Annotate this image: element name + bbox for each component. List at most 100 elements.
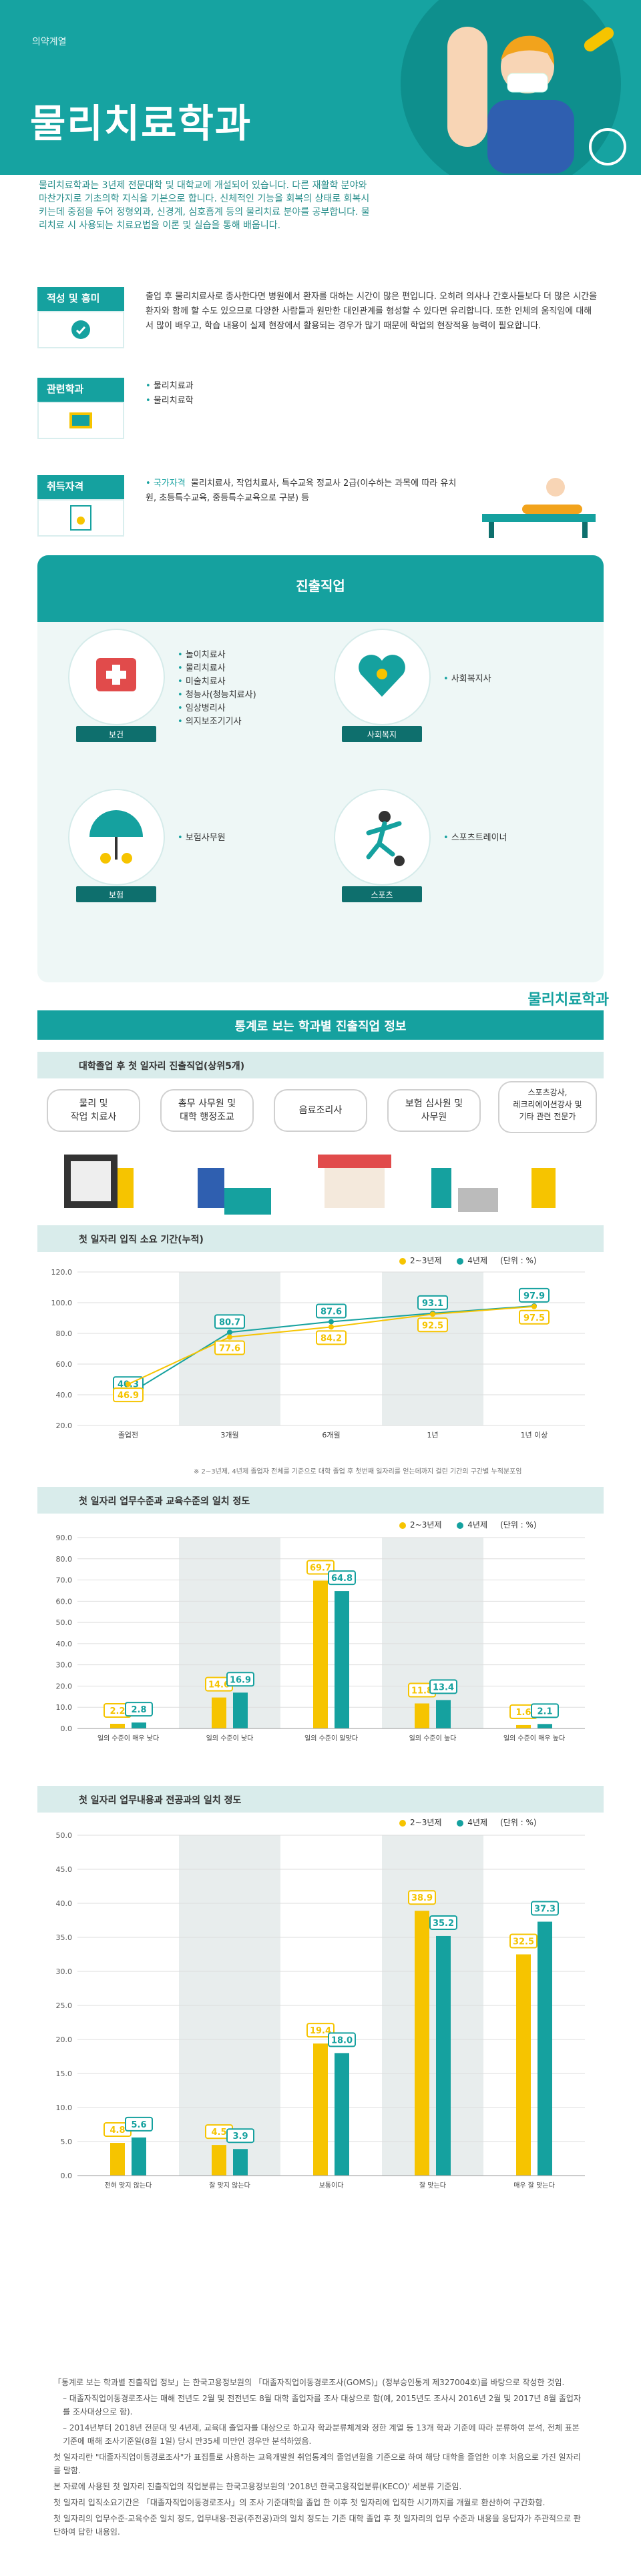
y-tick-label: 45.0 — [56, 1865, 73, 1874]
data-label: 18.0 — [331, 2035, 353, 2045]
x-tick-label: 1년 이상 — [521, 1431, 548, 1439]
legend-a-marker — [399, 1257, 406, 1265]
job-item: • 놀이치료사 — [178, 650, 226, 660]
data-label-box — [306, 1560, 335, 1575]
y-tick-label: 0.0 — [61, 2172, 73, 2180]
related-item: • 물리치료학 — [146, 396, 194, 406]
data-label: 37.3 — [534, 1905, 556, 1915]
data-label: 46.9 — [118, 1391, 139, 1401]
data-label: 11.8 — [411, 1686, 433, 1696]
heart-hands-icon — [359, 655, 405, 697]
career-title: 진출직업 — [37, 555, 604, 622]
career-jobs-sports: • 스포츠트레이너 — [443, 832, 507, 845]
y-tick-label: 80.0 — [56, 1555, 73, 1564]
data-label: 93.1 — [422, 1299, 443, 1309]
y-tick-label: 70.0 — [56, 1576, 73, 1585]
data-label-box — [429, 1915, 457, 1930]
bar — [415, 1911, 429, 2176]
x-tick-label: 일의 수준이 매우 낮다 — [97, 1734, 159, 1742]
job-people-illustration-icon — [64, 1155, 556, 1215]
y-tick-label: 40.0 — [56, 1391, 73, 1399]
top-jobs-band: 대학졸업 후 첫 일자리 진출직업(상위5개) — [37, 1052, 604, 1078]
data-point — [531, 1303, 537, 1309]
page-title: 물리치료학과 — [30, 101, 252, 146]
y-tick-label: 15.0 — [56, 2069, 73, 2078]
data-label-box — [306, 2023, 335, 2038]
data-label-box — [417, 1317, 448, 1333]
y-tick-label: 20.0 — [56, 2035, 73, 2044]
career-tag-sports: 스포츠 — [342, 886, 422, 902]
bar — [538, 1921, 552, 2176]
treatment-bed-icon — [482, 478, 596, 538]
stats-dept-tag: 물리치료학과 — [527, 992, 609, 1008]
y-tick-label: 90.0 — [56, 1534, 73, 1542]
career-circle-welfare — [334, 629, 431, 725]
data-point — [329, 1324, 334, 1330]
y-tick-label: 10.0 — [56, 1703, 73, 1712]
chart2-band: 첫 일자리 업무수준과 교육수준의 일치 정도 — [37, 1487, 604, 1514]
chart3-legend: 2~3년제 4년제 (단위 : %) — [399, 1817, 600, 1828]
bar — [313, 1580, 328, 1728]
legend-a-marker — [399, 1522, 406, 1529]
note-item: 첫 일자리 입직소요기간은 「대졸자직업이동경로조사」의 조사 기준대학을 졸업… — [53, 2498, 546, 2507]
x-tick-label: 잘 맞는다 — [419, 2182, 446, 2190]
career-jobs-welfare: • 사회복지사 — [443, 673, 491, 686]
data-label: 2.8 — [131, 1705, 146, 1715]
x-tick-label: 일의 수준이 높다 — [409, 1734, 457, 1742]
column-band — [179, 1538, 280, 1728]
y-tick-label: 50.0 — [56, 1831, 73, 1840]
bar — [415, 1703, 429, 1728]
y-tick-label: 120.0 — [51, 1268, 73, 1277]
bar — [436, 1935, 451, 2176]
data-label: 84.2 — [320, 1333, 342, 1343]
y-tick-label: 10.0 — [56, 2104, 73, 2112]
department-label: 의약계열 — [32, 37, 67, 47]
data-point — [430, 1311, 435, 1317]
note-item: – 2014년부터 2018년 전문대 및 4년제, 교육대 졸업자를 대상으로… — [63, 2423, 580, 2446]
bar — [436, 1700, 451, 1728]
data-label-box — [519, 1287, 550, 1303]
data-label-box — [519, 1309, 550, 1325]
related-item: • 물리치료과 — [146, 381, 194, 391]
y-tick-label: 50.0 — [56, 1618, 73, 1627]
bar — [212, 2145, 226, 2176]
data-point — [227, 1334, 232, 1340]
y-tick-label: 60.0 — [56, 1597, 73, 1606]
bar — [335, 2053, 349, 2176]
top-job-2: 총무 사무원 및 대학 행정조교 — [160, 1089, 254, 1132]
chart2-legend: 2~3년제 4년제 (단위 : %) — [399, 1519, 600, 1530]
bar — [335, 1591, 349, 1728]
data-label-box — [328, 1570, 356, 1586]
book-icon — [69, 412, 92, 428]
data-label: 3.9 — [232, 2132, 248, 2142]
career-tag-welfare: 사회복지 — [342, 726, 422, 742]
bar — [233, 1692, 248, 1728]
note-item: 본 자료에 사용된 첫 일자리 진출직업의 직업분류는 한국고용정보원의 '20… — [53, 2482, 462, 2491]
legend-b-marker — [457, 1522, 464, 1529]
licenses-text: • 국가자격 물리치료사, 작업치료사, 특수교육 정교사 2급(이수하는 과목… — [146, 478, 457, 503]
x-tick-label: 전혀 맞지 않는다 — [105, 2182, 152, 2190]
legend-b-marker — [457, 1819, 464, 1827]
chart1-band: 첫 일자리 입직 소요 기간(누적) — [37, 1225, 604, 1252]
data-label-box — [531, 1901, 559, 1916]
x-tick-label: 1년 — [427, 1431, 438, 1439]
certificate-icon — [70, 505, 91, 531]
data-label: 92.5 — [422, 1321, 443, 1331]
chart1-footnote: ※ 2~3년제, 4년제 졸업자 전체를 기준으로 대학 졸업 후 첫번째 일자… — [194, 1468, 522, 1476]
data-label-box — [214, 1340, 245, 1355]
note-item: 첫 일자리의 업무수준-교육수준 일치 정도, 업무내용-전공(주전공)과의 일… — [53, 2514, 581, 2537]
y-tick-label: 30.0 — [56, 1661, 73, 1670]
data-point — [126, 1381, 131, 1387]
data-label: 77.6 — [219, 1344, 240, 1354]
data-label: 4.8 — [110, 2126, 125, 2136]
y-tick-label: 25.0 — [56, 2001, 73, 2010]
career-tag-health: 보건 — [76, 726, 156, 742]
bar — [313, 2043, 328, 2176]
note-item: 「통계로 보는 학과별 진출직업 정보」는 한국고용정보원의 「대졸자직업이동경… — [53, 2378, 565, 2387]
note-item: 첫 일자리란 "대졸자직업이동경로조사"가 표집틀로 사용하는 교육개발원 취업… — [53, 2453, 581, 2475]
data-label: 97.5 — [523, 1313, 545, 1323]
medical-kit-icon — [96, 658, 136, 691]
bar — [516, 1724, 531, 1728]
career-tag-insurance: 보험 — [76, 886, 156, 902]
umbrella-icon — [89, 810, 143, 864]
